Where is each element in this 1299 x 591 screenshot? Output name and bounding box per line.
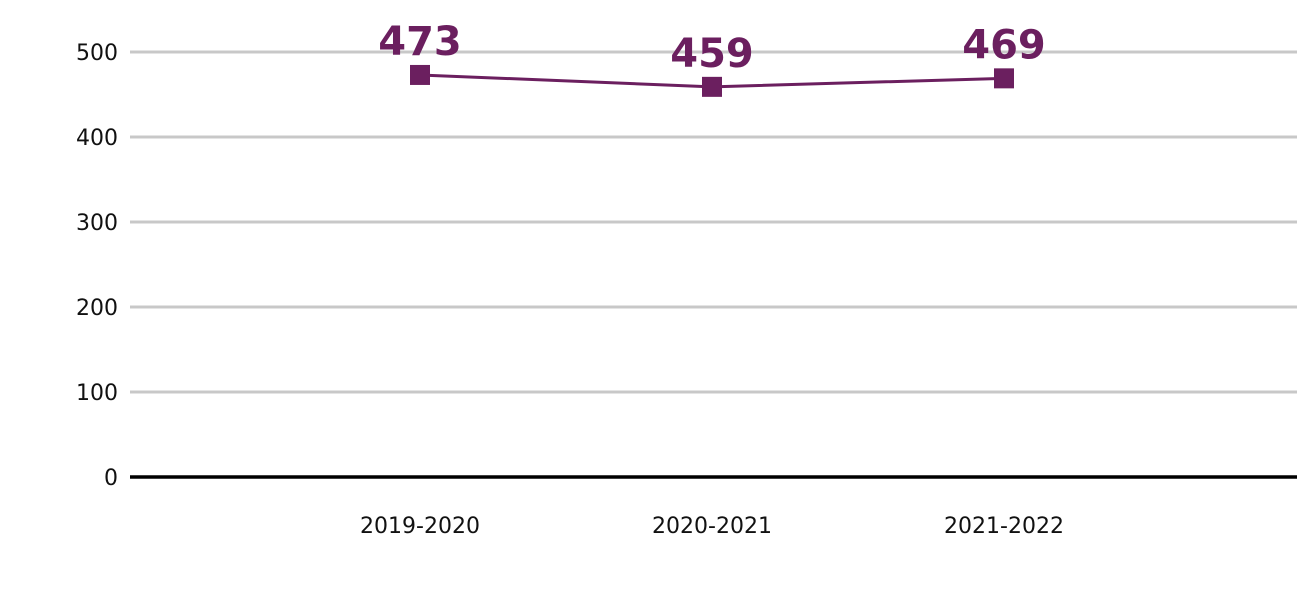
y-axis-ticks: 0 100 200 300 400 500: [76, 41, 118, 491]
y-tick-label: 0: [104, 466, 118, 491]
data-label: 459: [670, 31, 754, 77]
data-label: 473: [378, 19, 462, 65]
data-point-marker: [994, 68, 1014, 89]
y-tick-label: 300: [76, 211, 118, 236]
series-markers: [410, 64, 1014, 97]
data-point-marker: [702, 76, 722, 97]
y-tick-label: 200: [76, 296, 118, 321]
data-point-marker: [410, 64, 430, 85]
y-tick-label: 500: [76, 41, 118, 66]
x-tick-label: 2021-2022: [944, 514, 1064, 539]
data-labels: 473 459 469: [378, 19, 1046, 77]
x-tick-label: 2019-2020: [360, 514, 480, 539]
y-tick-label: 400: [76, 126, 118, 151]
x-axis-ticks: 2019-2020 2020-2021 2021-2022: [360, 514, 1064, 539]
data-label: 469: [962, 22, 1046, 68]
y-tick-label: 100: [76, 381, 118, 406]
x-tick-label: 2020-2021: [652, 514, 772, 539]
gridlines: [130, 50, 1297, 394]
